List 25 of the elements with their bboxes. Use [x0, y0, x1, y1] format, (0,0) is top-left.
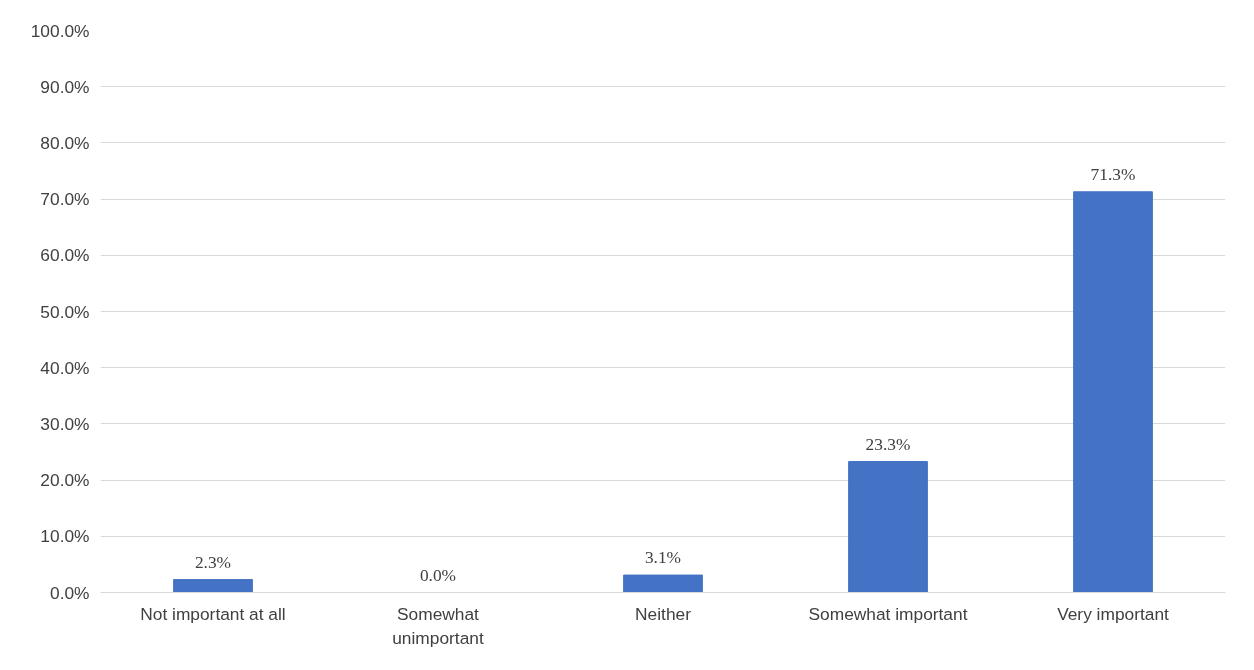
data-label: 2.3%	[194, 552, 232, 572]
y-tick-label: 50.0%	[40, 301, 90, 322]
bar	[848, 461, 928, 593]
y-tick-label: 100.0%	[30, 20, 90, 41]
y-tick-label: 70.0%	[40, 189, 90, 210]
x-tick-label: Somewhat unimportant	[392, 603, 484, 648]
data-label: 3.1%	[644, 548, 682, 568]
data-label: 71.3%	[1090, 164, 1136, 184]
bar	[173, 579, 253, 593]
bar	[1073, 191, 1153, 593]
x-tick-label: Not important at all	[140, 603, 286, 624]
x-tick-label: Very important	[1057, 603, 1170, 624]
y-tick-label: 0.0%	[50, 582, 90, 603]
y-tick-label: 80.0%	[40, 132, 90, 153]
data-label: 0.0%	[419, 565, 457, 585]
bar	[623, 574, 703, 593]
y-tick-label: 60.0%	[40, 245, 90, 266]
x-tick-label: Neither	[635, 603, 692, 624]
y-tick-label: 10.0%	[40, 526, 90, 547]
y-tick-label: 40.0%	[40, 357, 90, 378]
y-tick-label: 90.0%	[40, 76, 90, 97]
data-label: 23.3%	[865, 434, 911, 454]
y-tick-label: 30.0%	[40, 413, 90, 434]
x-tick-label: Somewhat important	[808, 603, 968, 624]
y-tick-label: 20.0%	[40, 470, 90, 491]
